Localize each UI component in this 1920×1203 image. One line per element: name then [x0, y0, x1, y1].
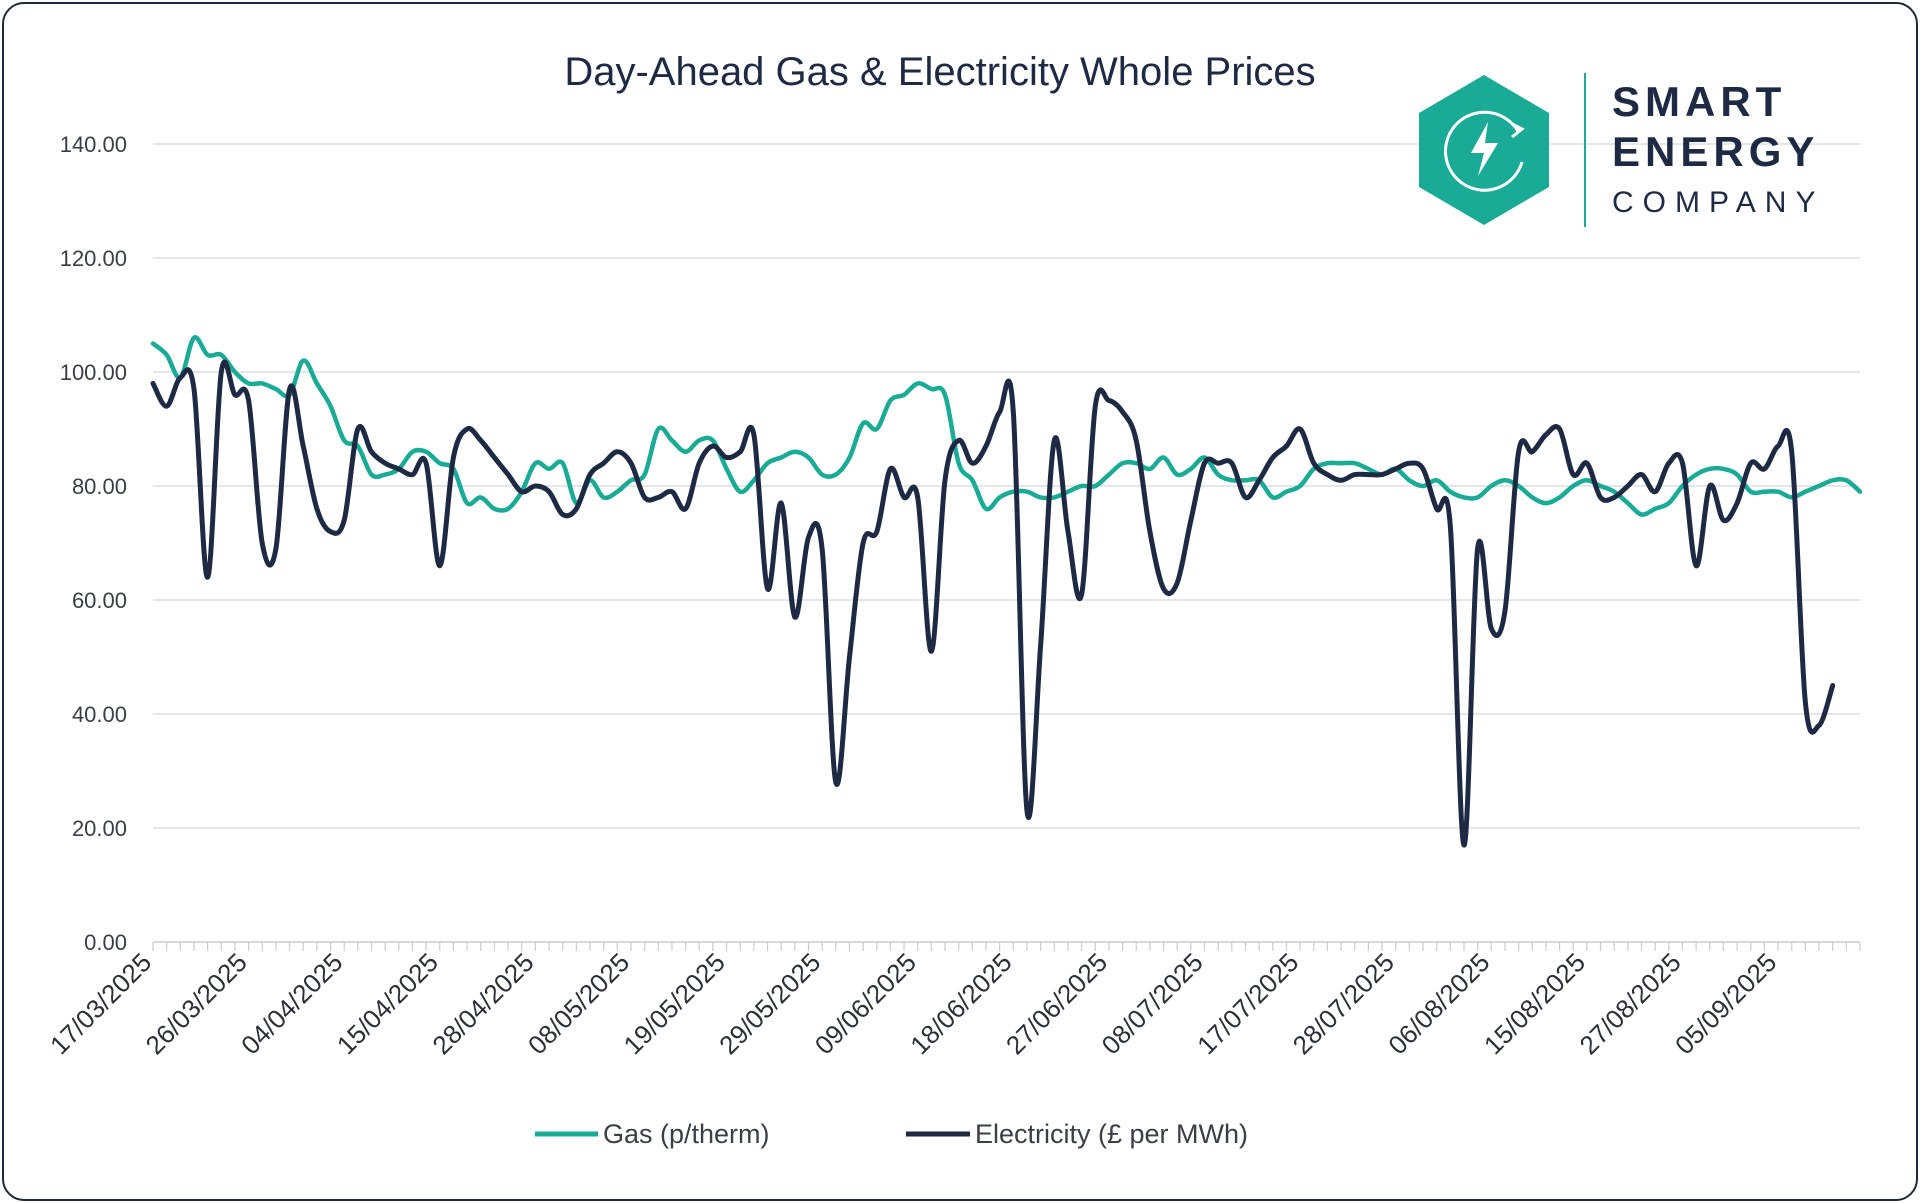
lightning-bolt-icon [1471, 122, 1498, 176]
x-tick-label: 27/06/2025 [1000, 947, 1113, 1060]
y-tick-label: 140.00 [60, 132, 127, 157]
logo-word-energy: ENERGY [1612, 128, 1819, 175]
x-tick-label: 17/07/2025 [1191, 947, 1304, 1060]
x-tick-label: 18/06/2025 [904, 947, 1017, 1060]
x-tick-label: 15/04/2025 [331, 947, 444, 1060]
y-tick-label: 80.00 [72, 474, 127, 499]
x-tick-label: 05/09/2025 [1669, 947, 1782, 1060]
x-axis-minor-ticks [152, 942, 1861, 951]
y-tick-label: 20.00 [72, 816, 127, 841]
x-tick-label: 15/08/2025 [1478, 947, 1591, 1060]
x-tick-label: 27/08/2025 [1573, 947, 1686, 1060]
gas-series-line [150, 335, 1863, 517]
gridlines [153, 143, 1860, 829]
x-tick-label: 06/08/2025 [1382, 947, 1495, 1060]
x-tick-label: 28/04/2025 [426, 947, 539, 1060]
logo-word-smart: SMART [1612, 78, 1786, 125]
y-tick-label: 100.00 [60, 360, 127, 385]
electricity-series-line [150, 359, 1836, 848]
company-logo: SMART ENERGY COMPANY [1419, 73, 1824, 227]
x-tick-label: 04/04/2025 [235, 947, 348, 1060]
logo-word-company: COMPANY [1612, 186, 1824, 219]
chart-title: Day-Ahead Gas & Electricity Whole Prices [564, 50, 1315, 94]
series-lines [150, 335, 1863, 848]
y-tick-label: 0.00 [84, 930, 127, 955]
x-tick-label: 26/03/2025 [140, 947, 253, 1060]
y-tick-label: 60.00 [72, 588, 127, 613]
x-tick-label: 08/07/2025 [1096, 947, 1209, 1060]
cycle-arrows-icon [1444, 110, 1525, 192]
legend-electricity-label: Electricity (£ per MWh) [975, 1119, 1248, 1149]
x-tick-label: 19/05/2025 [618, 947, 731, 1060]
x-tick-label: 17/03/2025 [44, 947, 157, 1060]
y-tick-label: 40.00 [72, 702, 127, 727]
legend: Gas (p/therm) Electricity (£ per MWh) [535, 1119, 1248, 1149]
x-axis-tick-labels: 17/03/202526/03/202504/04/202515/04/2025… [44, 947, 1782, 1060]
legend-gas-label: Gas (p/therm) [603, 1119, 770, 1149]
y-axis-ticks: 0.00 20.00 40.00 60.00 80.00 100.00 120.00 140.… [60, 132, 127, 955]
x-tick-label: 28/07/2025 [1287, 947, 1400, 1060]
x-tick-label: 29/05/2025 [713, 947, 826, 1060]
y-tick-label: 120.00 [60, 246, 127, 271]
x-tick-label: 08/05/2025 [522, 947, 635, 1060]
x-tick-label: 09/06/2025 [809, 947, 922, 1060]
